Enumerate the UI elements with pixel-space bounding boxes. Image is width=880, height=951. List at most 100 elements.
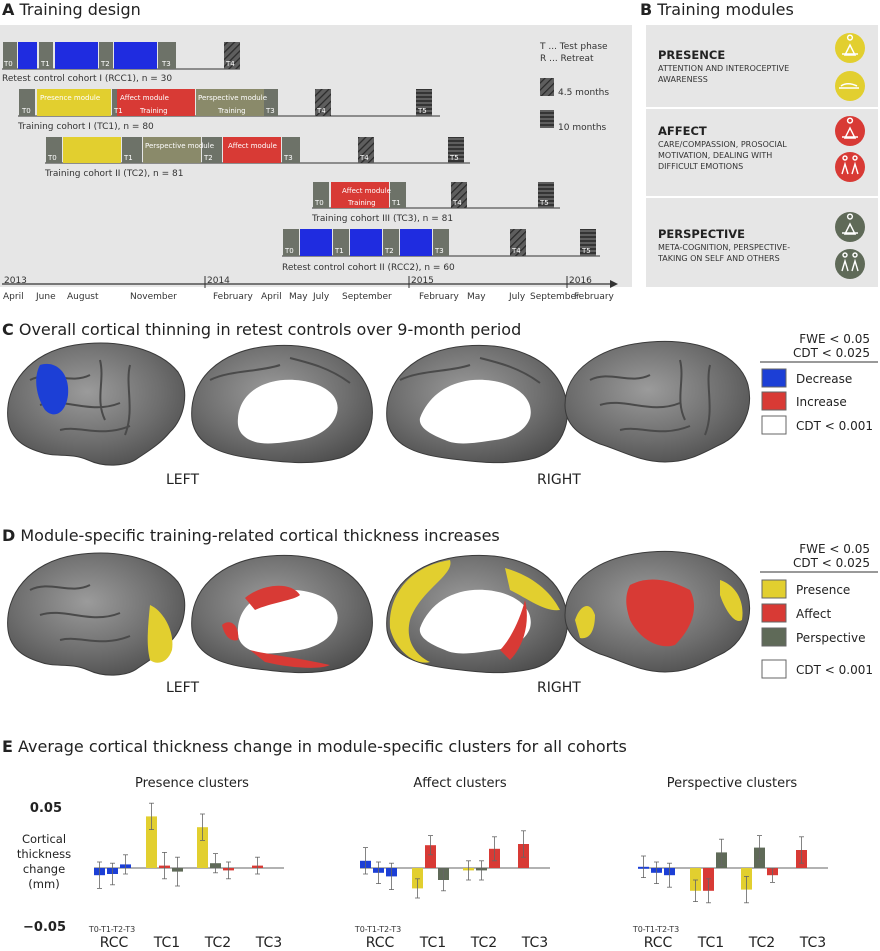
svg-text:T5: T5	[581, 247, 591, 255]
group-label-tc3: TC3	[521, 935, 548, 951]
meditation-icon	[835, 212, 865, 242]
svg-text:Decrease: Decrease	[796, 372, 852, 386]
svg-text:META-COGNITION, PERSPECTIVE-: META-COGNITION, PERSPECTIVE-	[658, 243, 790, 252]
svg-text:AWARENESS: AWARENESS	[658, 75, 708, 84]
legend-duration-short: 4.5 months	[558, 88, 609, 98]
affect-cluster	[500, 600, 527, 660]
tc3-affect-label: Affect module	[342, 187, 391, 195]
meditation-icon	[835, 116, 865, 146]
svg-text:Affect: Affect	[796, 607, 831, 621]
hemisphere-right-label: RIGHT	[537, 472, 581, 488]
meditation-icon	[835, 33, 865, 63]
cohort-row-rcc2: T0 T1 T2 T3 T4 T5 Retest control cohort …	[282, 229, 600, 273]
brain-left-medial	[191, 344, 373, 464]
cohort-label-tc1: Training cohort I (TC1), n = 80	[17, 122, 154, 132]
svg-text:August: August	[67, 292, 99, 302]
panel-d-title: D Module-specific training-related corti…	[2, 526, 500, 545]
group-label-tc3: TC3	[799, 935, 826, 951]
svg-text:November: November	[130, 292, 177, 302]
svg-text:T3: T3	[434, 247, 444, 255]
tc2-perspective-label: Perspective module	[145, 142, 214, 150]
cohort-row-tc1: Presence module Affect module Perspectiv…	[17, 89, 440, 132]
svg-text:May: May	[467, 292, 486, 302]
cluster-chart-title: Perspective clusters	[667, 776, 798, 791]
legend-presence-swatch	[761, 579, 787, 599]
legend-retreat: R ... Retreat	[540, 54, 594, 64]
year-2015: 2015	[411, 276, 434, 286]
tc1-affect-label: Affect module	[120, 94, 169, 102]
svg-text:T2: T2	[203, 154, 213, 162]
tc1-presence-label: Presence module	[40, 94, 100, 102]
group-label-rcc: RCC	[366, 935, 395, 951]
svg-text:T0: T0	[314, 199, 324, 207]
svg-text:T4: T4	[511, 247, 521, 255]
cluster-chart-1: Presence clusters RCC TC1 TC2 TC3 T0-T1-T2-T3	[88, 776, 284, 951]
svg-text:April: April	[261, 292, 282, 302]
rcc-timepoints-label: T0-T1-T2-T3	[354, 925, 401, 934]
svg-text:T0: T0	[21, 107, 31, 115]
cluster-chart-3: Perspective clusters RCC TC1 TC2 TC3 T0-T1-T2…	[632, 776, 828, 951]
svg-text:CARE/COMPASSION, PROSOCIAL: CARE/COMPASSION, PROSOCIAL	[658, 140, 787, 149]
svg-text:T5: T5	[539, 199, 549, 207]
svg-text:Cortical: Cortical	[22, 832, 66, 846]
group-label-tc3: TC3	[255, 935, 282, 951]
brain-right-lateral	[564, 340, 750, 463]
brain-d-left-medial	[191, 554, 373, 674]
year-2013: 2013	[4, 276, 27, 286]
pair-figures-icon	[835, 249, 865, 279]
legend-duration-long: 10 months	[558, 123, 607, 133]
svg-text:MOTIVATION, DEALING WITH: MOTIVATION, DEALING WITH	[658, 151, 772, 160]
legend-affect-swatch	[761, 603, 787, 623]
svg-text:DIFFICULT EMOTIONS: DIFFICULT EMOTIONS	[658, 162, 743, 171]
legend-test-phase: T ... Test phase	[539, 42, 608, 52]
timeline: 2013 2014 2015 2016 April June August No…	[2, 276, 618, 302]
lying-figure-icon	[835, 71, 865, 101]
cluster-chart-2: Affect clusters RCC TC1 TC2 TC3 T0-T1-T2-T3	[354, 776, 550, 951]
brain-right-medial	[386, 344, 568, 464]
svg-text:T1: T1	[334, 247, 344, 255]
svg-text:T4: T4	[316, 107, 326, 115]
presence-cluster	[147, 605, 173, 663]
affect-cluster	[626, 579, 695, 647]
svg-text:T3: T3	[283, 154, 293, 162]
svg-text:Training: Training	[217, 107, 246, 115]
cohort-label-rcc1: Retest control cohort I (RCC1), n = 30	[2, 74, 172, 84]
panel-d-cdt: CDT < 0.025	[793, 556, 870, 570]
cohort-label-tc2: Training cohort II (TC2), n = 81	[44, 169, 183, 179]
brain-d-right-medial	[386, 554, 568, 674]
svg-text:February: February	[574, 292, 615, 302]
panel-c-cdt: CDT < 0.025	[793, 346, 870, 360]
cluster-chart-title: Presence clusters	[135, 776, 249, 791]
svg-text:T1: T1	[391, 199, 401, 207]
svg-text:T1: T1	[40, 60, 50, 68]
svg-text:February: February	[213, 292, 254, 302]
svg-text:CDT < 0.001: CDT < 0.001	[796, 663, 873, 677]
svg-text:(mm): (mm)	[28, 877, 59, 891]
bar-tc1	[412, 868, 423, 889]
affect-cluster	[222, 585, 330, 668]
svg-text:Training: Training	[139, 107, 168, 115]
svg-text:T3: T3	[161, 60, 171, 68]
legend-decrease-swatch	[761, 368, 787, 388]
cohort-row-tc3: Affect module Training T0 T1 T4 T5 Train…	[311, 182, 560, 224]
svg-text:June: June	[35, 292, 56, 302]
svg-text:Training: Training	[347, 199, 376, 207]
brain-left-lateral	[7, 342, 186, 466]
panel-e-title: E Average cortical thickness change in m…	[2, 737, 627, 756]
hemisphere-right-label: RIGHT	[537, 680, 581, 696]
panel-b: B Training modules PRESENCE ATTENTION AN…	[640, 0, 878, 287]
bar-tc2	[197, 827, 208, 868]
svg-text:February: February	[419, 292, 460, 302]
svg-text:Perspective: Perspective	[796, 631, 866, 645]
svg-text:T3: T3	[265, 107, 275, 115]
bar-tc1	[425, 845, 436, 868]
group-label-rcc: RCC	[100, 935, 129, 951]
ytick-top: 0.05	[30, 801, 62, 816]
brain-d-left-lateral	[7, 552, 186, 676]
svg-text:TAKING ON SELF AND OTHERS: TAKING ON SELF AND OTHERS	[657, 254, 780, 263]
svg-text:thickness: thickness	[17, 847, 71, 861]
group-label-tc2: TC2	[204, 935, 231, 951]
module-affect: AFFECT CARE/COMPASSION, PROSOCIAL MOTIVA…	[658, 116, 865, 182]
svg-text:T5: T5	[449, 154, 459, 162]
